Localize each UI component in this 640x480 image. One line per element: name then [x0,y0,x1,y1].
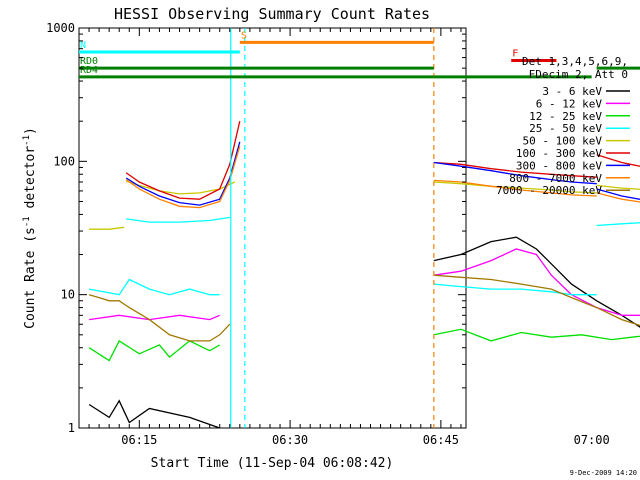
legend-label: 50 - 100 keV [523,135,603,148]
legend-label: 100 - 300 keV [516,147,602,160]
flag-label: N [80,40,86,51]
y-tick-label: 10 [61,288,75,302]
y-tick-label: 1 [68,421,75,435]
legend: Det 1,3,4,5,6,9, FDecim 2, Att 0 3 - 6 k… [496,55,630,197]
flag-label: RD4 [80,65,98,76]
series-line-1 [89,314,220,321]
legend-label: 3 - 6 keV [542,85,602,98]
legend-label: 7000 - 20000 keV [496,184,602,197]
y-axis-label-sup-2: -1 [22,135,32,146]
series-line-4 [89,226,125,230]
series-line-5 [596,154,640,167]
series-line-3 [596,222,640,227]
chart-title: HESSI Observing Summary Count Rates [114,5,430,23]
flag-label: F [512,49,518,60]
legend-label: 6 - 12 keV [536,97,603,110]
series-line-2 [88,339,221,362]
flag-label: RD0 [80,56,98,67]
series-line-7 [596,192,640,203]
series-line-7 [125,145,241,209]
y-axis-label-end: ) [23,127,38,135]
series-line-4 [433,181,597,194]
x-axis-label: Start Time (11-Sep-04 06:08:42) [151,456,394,471]
series-line-3 [88,278,220,296]
series-line-6 [433,161,597,185]
y-tick-label: 1000 [46,21,75,35]
y-tick-label: 100 [53,154,75,168]
footer-date: 9-Dec-2009 14:20 [570,469,637,477]
series-line-3 [126,216,230,223]
legend-header-line-2: FDecim 2, Att 0 [529,68,628,81]
series-line-1 [433,248,640,316]
series-line-5 [125,121,241,200]
vertical-markers [230,28,435,428]
series-line-0 [433,236,640,328]
y-axis-label-mid: detector [23,146,38,217]
series-line-5 [433,161,597,178]
series-line-6 [596,188,640,200]
x-tick-label: 06:45 [423,433,459,447]
y-axis-label-prefix: Count Rate (s [23,227,38,329]
series-line-6 [125,141,241,206]
series-line-0 [88,399,220,429]
legend-label: 800 - 7000 keV [509,172,602,185]
series-line-7 [433,179,597,197]
legend-header-line-1: Det 1,3,4,5,6,9, [522,55,628,68]
legend-label: 300 - 800 keV [516,159,602,172]
series-line-8 [433,274,640,327]
series-line-4 [596,184,640,190]
flag-label: S [241,30,247,41]
y-axis-ticks: 1 10 100 1000 [46,21,466,435]
plot-frame [78,27,467,429]
y-axis-label-sup: -1 [22,216,32,227]
series-line-3 [433,283,597,296]
series-line-8 [88,294,231,342]
x-tick-label: 06:15 [121,433,157,447]
y-axis-label: Count Rate (s-1 detector-1) [22,127,38,329]
legend-label: 12 - 25 keV [529,110,602,123]
x-tick-label: 07:00 [574,433,610,447]
series-line-2 [433,328,640,342]
legend-label: 25 - 50 keV [529,122,602,135]
x-tick-label: 06:30 [272,433,308,447]
plot-area [88,121,640,429]
